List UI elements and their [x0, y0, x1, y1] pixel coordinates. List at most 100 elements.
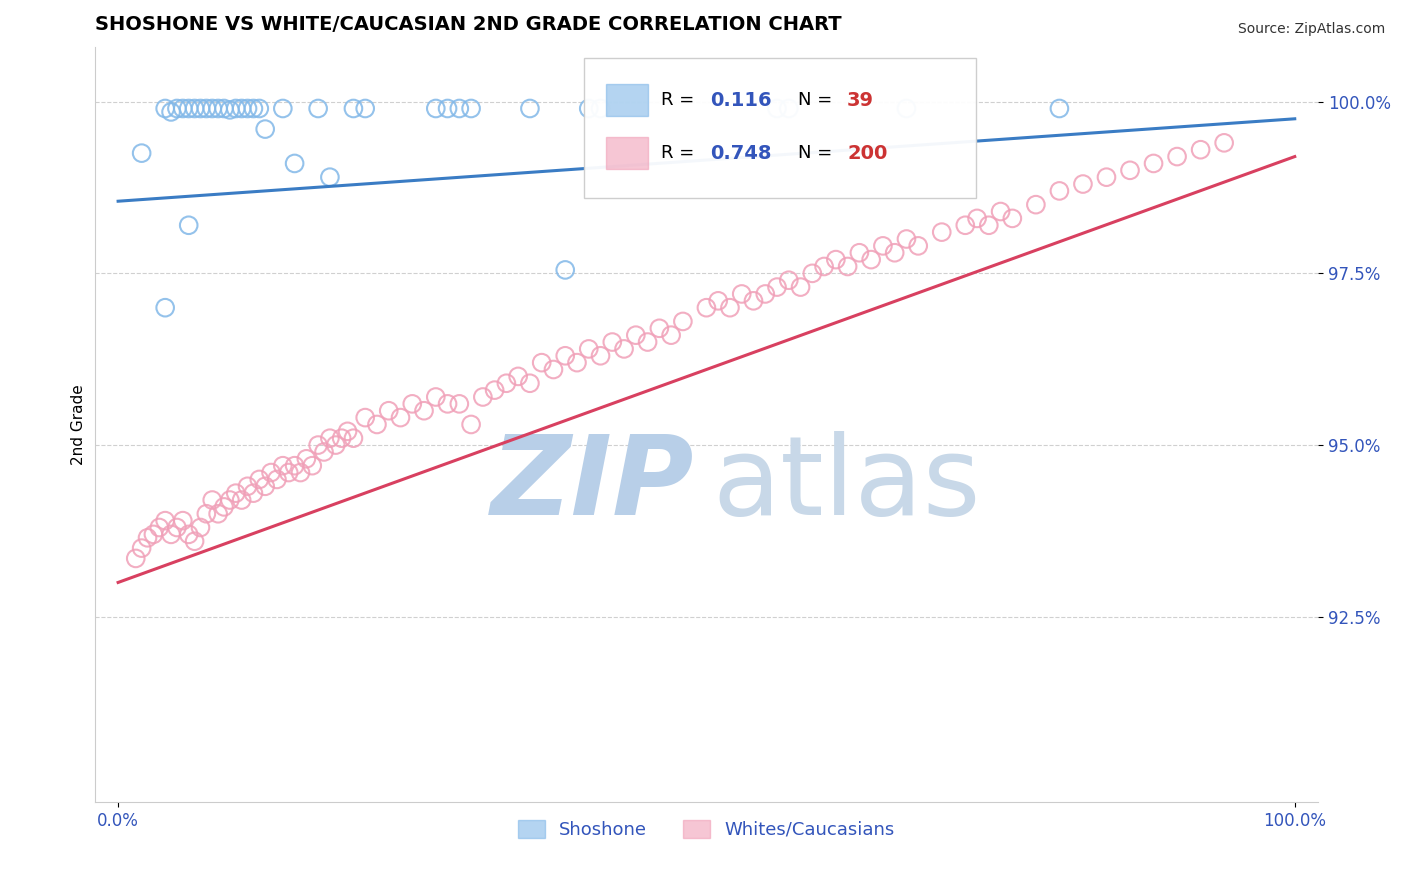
- Point: [271, 102, 294, 116]
- Point: [177, 102, 200, 116]
- Point: [460, 102, 482, 116]
- Point: [1119, 163, 1142, 178]
- Point: [672, 314, 695, 328]
- Point: [519, 376, 541, 391]
- Text: 0.748: 0.748: [710, 144, 772, 162]
- Point: [307, 438, 329, 452]
- Point: [183, 534, 205, 549]
- FancyBboxPatch shape: [606, 137, 648, 169]
- Point: [1095, 170, 1118, 185]
- Point: [872, 239, 894, 253]
- Point: [990, 204, 1012, 219]
- Point: [659, 328, 682, 343]
- Text: 200: 200: [848, 144, 887, 162]
- Point: [247, 102, 270, 116]
- Point: [637, 334, 659, 349]
- Point: [160, 527, 183, 541]
- Y-axis label: 2nd Grade: 2nd Grade: [72, 384, 86, 465]
- Point: [554, 263, 576, 277]
- Point: [153, 514, 176, 528]
- Point: [955, 219, 977, 233]
- Point: [231, 493, 253, 508]
- Point: [425, 102, 447, 116]
- Point: [354, 102, 377, 116]
- Point: [449, 397, 471, 411]
- Point: [148, 520, 170, 534]
- Point: [742, 293, 765, 308]
- Point: [1001, 211, 1024, 226]
- Point: [307, 102, 329, 116]
- Point: [136, 531, 159, 545]
- Point: [319, 431, 342, 445]
- Point: [824, 252, 846, 267]
- Point: [330, 431, 353, 445]
- Point: [271, 458, 294, 473]
- Point: [613, 342, 636, 356]
- Point: [183, 102, 205, 116]
- Text: 39: 39: [848, 91, 875, 110]
- Point: [190, 520, 212, 534]
- Point: [284, 156, 307, 170]
- Point: [966, 211, 988, 226]
- Point: [377, 403, 399, 417]
- Point: [731, 287, 754, 301]
- Point: [401, 397, 423, 411]
- Point: [931, 225, 953, 239]
- Point: [1047, 102, 1070, 116]
- Point: [449, 102, 471, 116]
- Point: [1166, 150, 1188, 164]
- Point: [290, 466, 312, 480]
- Point: [543, 362, 565, 376]
- Point: [896, 232, 918, 246]
- Point: [1189, 143, 1212, 157]
- FancyBboxPatch shape: [583, 58, 976, 198]
- Point: [125, 551, 148, 566]
- Point: [907, 239, 929, 253]
- Point: [837, 260, 859, 274]
- Point: [425, 390, 447, 404]
- Point: [342, 431, 364, 445]
- Point: [1071, 177, 1094, 191]
- Point: [242, 102, 264, 116]
- Point: [172, 514, 194, 528]
- Point: [766, 280, 789, 294]
- Point: [565, 356, 588, 370]
- Point: [778, 102, 800, 116]
- Point: [166, 520, 188, 534]
- Point: [160, 104, 183, 119]
- Point: [789, 280, 811, 294]
- Point: [530, 356, 553, 370]
- Point: [236, 479, 259, 493]
- Point: [977, 219, 1000, 233]
- Point: [142, 527, 165, 541]
- Point: [648, 321, 671, 335]
- Point: [883, 245, 905, 260]
- Point: [436, 397, 458, 411]
- Point: [153, 102, 176, 116]
- Point: [508, 369, 530, 384]
- Point: [896, 102, 918, 116]
- Point: [195, 102, 218, 116]
- Point: [342, 102, 364, 116]
- Text: R =: R =: [661, 91, 700, 110]
- Point: [301, 458, 323, 473]
- Point: [319, 170, 342, 185]
- Point: [1047, 184, 1070, 198]
- Point: [813, 260, 835, 274]
- Point: [471, 390, 494, 404]
- Point: [284, 458, 307, 473]
- Point: [277, 466, 299, 480]
- Point: [578, 102, 600, 116]
- Point: [212, 500, 235, 514]
- Point: [225, 486, 247, 500]
- Text: Source: ZipAtlas.com: Source: ZipAtlas.com: [1237, 22, 1385, 37]
- Point: [354, 410, 377, 425]
- Point: [312, 445, 335, 459]
- Point: [254, 479, 277, 493]
- Point: [242, 486, 264, 500]
- Text: N =: N =: [799, 91, 838, 110]
- Point: [754, 287, 776, 301]
- Point: [495, 376, 517, 391]
- Point: [436, 102, 458, 116]
- Point: [589, 349, 612, 363]
